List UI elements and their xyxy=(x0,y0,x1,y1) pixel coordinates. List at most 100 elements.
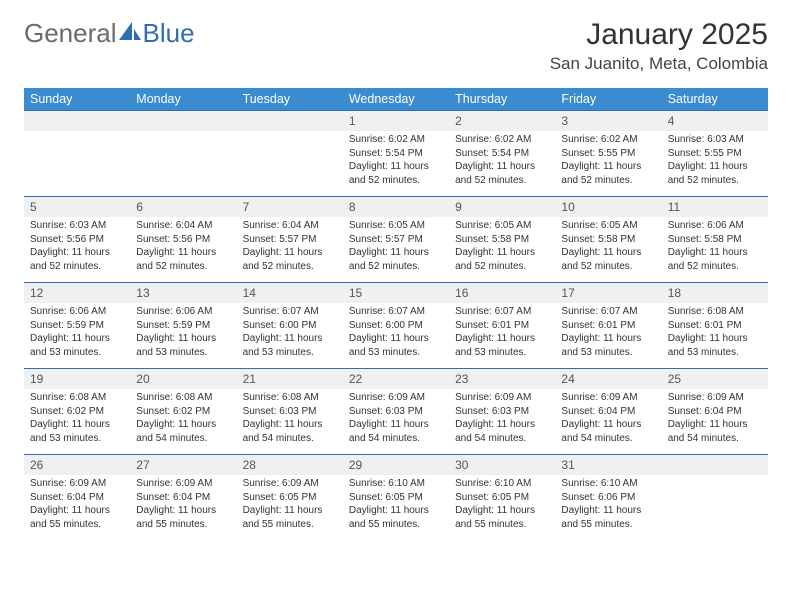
day-details: Sunrise: 6:09 AMSunset: 6:04 PMDaylight:… xyxy=(555,389,661,449)
calendar-cell: 7Sunrise: 6:04 AMSunset: 5:57 PMDaylight… xyxy=(237,197,343,283)
day-details: Sunrise: 6:10 AMSunset: 6:05 PMDaylight:… xyxy=(449,475,555,535)
calendar-cell xyxy=(130,111,236,197)
weekday-header: Tuesday xyxy=(237,88,343,111)
calendar-cell: 3Sunrise: 6:02 AMSunset: 5:55 PMDaylight… xyxy=(555,111,661,197)
calendar-cell xyxy=(24,111,130,197)
calendar-row: 12Sunrise: 6:06 AMSunset: 5:59 PMDayligh… xyxy=(24,283,768,369)
day-number: 6 xyxy=(130,197,236,217)
day-details: Sunrise: 6:02 AMSunset: 5:54 PMDaylight:… xyxy=(343,131,449,191)
day-details: Sunrise: 6:09 AMSunset: 6:04 PMDaylight:… xyxy=(24,475,130,535)
day-number: 9 xyxy=(449,197,555,217)
day-number: 16 xyxy=(449,283,555,303)
calendar-row: 26Sunrise: 6:09 AMSunset: 6:04 PMDayligh… xyxy=(24,455,768,541)
day-details: Sunrise: 6:03 AMSunset: 5:55 PMDaylight:… xyxy=(662,131,768,191)
day-number: 12 xyxy=(24,283,130,303)
day-details: Sunrise: 6:05 AMSunset: 5:57 PMDaylight:… xyxy=(343,217,449,277)
day-details: Sunrise: 6:02 AMSunset: 5:54 PMDaylight:… xyxy=(449,131,555,191)
calendar-cell: 18Sunrise: 6:08 AMSunset: 6:01 PMDayligh… xyxy=(662,283,768,369)
day-number: 28 xyxy=(237,455,343,475)
day-number: 19 xyxy=(24,369,130,389)
brand-part2: Blue xyxy=(143,18,195,49)
calendar-cell: 13Sunrise: 6:06 AMSunset: 5:59 PMDayligh… xyxy=(130,283,236,369)
day-number: 14 xyxy=(237,283,343,303)
day-number: 11 xyxy=(662,197,768,217)
day-number: 10 xyxy=(555,197,661,217)
day-details: Sunrise: 6:06 AMSunset: 5:59 PMDaylight:… xyxy=(24,303,130,363)
calendar-cell: 30Sunrise: 6:10 AMSunset: 6:05 PMDayligh… xyxy=(449,455,555,541)
brand-logo: General Blue xyxy=(24,18,195,49)
day-number: 31 xyxy=(555,455,661,475)
calendar-cell: 21Sunrise: 6:08 AMSunset: 6:03 PMDayligh… xyxy=(237,369,343,455)
sail-icon xyxy=(119,18,141,49)
day-number: 2 xyxy=(449,111,555,131)
day-details: Sunrise: 6:08 AMSunset: 6:03 PMDaylight:… xyxy=(237,389,343,449)
day-details: Sunrise: 6:03 AMSunset: 5:56 PMDaylight:… xyxy=(24,217,130,277)
calendar-cell: 5Sunrise: 6:03 AMSunset: 5:56 PMDaylight… xyxy=(24,197,130,283)
weekday-header-row: SundayMondayTuesdayWednesdayThursdayFrid… xyxy=(24,88,768,111)
day-details: Sunrise: 6:10 AMSunset: 6:06 PMDaylight:… xyxy=(555,475,661,535)
brand-part1: General xyxy=(24,18,117,49)
day-number: 20 xyxy=(130,369,236,389)
day-number-empty xyxy=(237,111,343,131)
day-number: 15 xyxy=(343,283,449,303)
calendar-cell: 12Sunrise: 6:06 AMSunset: 5:59 PMDayligh… xyxy=(24,283,130,369)
calendar-row: 5Sunrise: 6:03 AMSunset: 5:56 PMDaylight… xyxy=(24,197,768,283)
calendar-cell: 1Sunrise: 6:02 AMSunset: 5:54 PMDaylight… xyxy=(343,111,449,197)
day-number: 17 xyxy=(555,283,661,303)
day-details: Sunrise: 6:05 AMSunset: 5:58 PMDaylight:… xyxy=(449,217,555,277)
day-details: Sunrise: 6:04 AMSunset: 5:56 PMDaylight:… xyxy=(130,217,236,277)
calendar-cell: 19Sunrise: 6:08 AMSunset: 6:02 PMDayligh… xyxy=(24,369,130,455)
day-number: 23 xyxy=(449,369,555,389)
day-details: Sunrise: 6:07 AMSunset: 6:00 PMDaylight:… xyxy=(343,303,449,363)
weekday-header: Friday xyxy=(555,88,661,111)
day-details: Sunrise: 6:07 AMSunset: 6:01 PMDaylight:… xyxy=(555,303,661,363)
day-details: Sunrise: 6:10 AMSunset: 6:05 PMDaylight:… xyxy=(343,475,449,535)
day-number-empty xyxy=(24,111,130,131)
day-details: Sunrise: 6:09 AMSunset: 6:05 PMDaylight:… xyxy=(237,475,343,535)
day-number: 7 xyxy=(237,197,343,217)
day-number: 13 xyxy=(130,283,236,303)
day-number: 8 xyxy=(343,197,449,217)
calendar-cell: 4Sunrise: 6:03 AMSunset: 5:55 PMDaylight… xyxy=(662,111,768,197)
day-details: Sunrise: 6:05 AMSunset: 5:58 PMDaylight:… xyxy=(555,217,661,277)
day-details: Sunrise: 6:07 AMSunset: 6:00 PMDaylight:… xyxy=(237,303,343,363)
calendar-table: SundayMondayTuesdayWednesdayThursdayFrid… xyxy=(24,88,768,541)
day-details: Sunrise: 6:06 AMSunset: 5:58 PMDaylight:… xyxy=(662,217,768,277)
day-details: Sunrise: 6:08 AMSunset: 6:01 PMDaylight:… xyxy=(662,303,768,363)
weekday-header: Thursday xyxy=(449,88,555,111)
day-number: 26 xyxy=(24,455,130,475)
weekday-header: Wednesday xyxy=(343,88,449,111)
calendar-cell: 24Sunrise: 6:09 AMSunset: 6:04 PMDayligh… xyxy=(555,369,661,455)
day-details: Sunrise: 6:06 AMSunset: 5:59 PMDaylight:… xyxy=(130,303,236,363)
calendar-row: 19Sunrise: 6:08 AMSunset: 6:02 PMDayligh… xyxy=(24,369,768,455)
calendar-cell: 28Sunrise: 6:09 AMSunset: 6:05 PMDayligh… xyxy=(237,455,343,541)
calendar-cell xyxy=(662,455,768,541)
calendar-cell: 31Sunrise: 6:10 AMSunset: 6:06 PMDayligh… xyxy=(555,455,661,541)
day-number: 4 xyxy=(662,111,768,131)
day-details: Sunrise: 6:04 AMSunset: 5:57 PMDaylight:… xyxy=(237,217,343,277)
weekday-header: Sunday xyxy=(24,88,130,111)
day-number: 5 xyxy=(24,197,130,217)
day-number: 18 xyxy=(662,283,768,303)
title-block: January 2025 San Juanito, Meta, Colombia xyxy=(550,18,768,74)
calendar-cell: 6Sunrise: 6:04 AMSunset: 5:56 PMDaylight… xyxy=(130,197,236,283)
calendar-cell xyxy=(237,111,343,197)
day-details: Sunrise: 6:09 AMSunset: 6:03 PMDaylight:… xyxy=(343,389,449,449)
calendar-cell: 14Sunrise: 6:07 AMSunset: 6:00 PMDayligh… xyxy=(237,283,343,369)
calendar-cell: 22Sunrise: 6:09 AMSunset: 6:03 PMDayligh… xyxy=(343,369,449,455)
month-title: January 2025 xyxy=(550,18,768,52)
calendar-cell: 23Sunrise: 6:09 AMSunset: 6:03 PMDayligh… xyxy=(449,369,555,455)
day-details: Sunrise: 6:09 AMSunset: 6:04 PMDaylight:… xyxy=(130,475,236,535)
day-number: 1 xyxy=(343,111,449,131)
day-number-empty xyxy=(662,455,768,475)
day-number: 21 xyxy=(237,369,343,389)
day-number: 24 xyxy=(555,369,661,389)
day-number-empty xyxy=(130,111,236,131)
day-number: 27 xyxy=(130,455,236,475)
day-details: Sunrise: 6:08 AMSunset: 6:02 PMDaylight:… xyxy=(24,389,130,449)
weekday-header: Monday xyxy=(130,88,236,111)
day-number: 3 xyxy=(555,111,661,131)
calendar-cell: 11Sunrise: 6:06 AMSunset: 5:58 PMDayligh… xyxy=(662,197,768,283)
calendar-cell: 9Sunrise: 6:05 AMSunset: 5:58 PMDaylight… xyxy=(449,197,555,283)
day-details: Sunrise: 6:08 AMSunset: 6:02 PMDaylight:… xyxy=(130,389,236,449)
